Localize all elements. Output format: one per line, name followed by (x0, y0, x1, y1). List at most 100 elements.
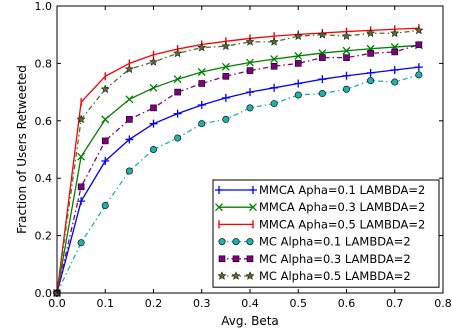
data-point (390, 28, 400, 38)
data-point (124, 64, 135, 74)
legend-marker (231, 271, 241, 280)
data-point (294, 79, 303, 88)
data-point (246, 88, 254, 97)
legend-item: MC Alpha=0.5 LAMBDA=2 (217, 269, 411, 283)
legend-marker (249, 186, 257, 194)
series-line (56, 29, 419, 294)
data-point (245, 36, 255, 46)
data-point (367, 77, 375, 85)
series-line (56, 44, 420, 294)
series-6 (52, 25, 424, 297)
data-point (174, 134, 182, 142)
data-point (125, 135, 134, 144)
data-point (294, 91, 302, 99)
data-point (270, 55, 279, 64)
legend-item: MC Alpha=0.1 LAMBDA=2 (218, 235, 411, 249)
x-tick-label: 0.1 (97, 297, 115, 310)
legend-label: MMCA Apha=0.5 LAMBDA=2 (259, 217, 425, 231)
data-point (269, 36, 279, 46)
data-point (414, 25, 424, 35)
y-tick-label: 0.4 (35, 172, 53, 185)
data-point (173, 75, 182, 84)
data-point (319, 54, 326, 61)
data-point (77, 197, 86, 206)
data-point (342, 85, 350, 93)
x-tick-label: 0.5 (290, 297, 308, 310)
x-axis-label: Avg. Beta (221, 314, 279, 328)
plot-area (52, 24, 424, 297)
data-point (270, 83, 279, 92)
data-point (198, 80, 206, 87)
x-tick-label: 0.8 (434, 297, 452, 310)
data-point (101, 201, 109, 209)
data-point (101, 115, 110, 124)
series-1 (53, 63, 423, 297)
legend-item: MMCA Apha=0.5 LAMBDA=2 (218, 217, 425, 231)
data-point (414, 63, 423, 72)
legend-marker (232, 238, 240, 246)
data-point (172, 48, 183, 58)
series-line (56, 27, 419, 294)
data-point (270, 62, 278, 70)
data-point (125, 167, 133, 175)
legend-item: MMCA Apha=0.3 LAMBDA=2 (215, 200, 425, 214)
legend-item: MC Alpha=0.3 LAMBDA=2 (218, 252, 411, 266)
legend-label: MC Alpha=0.3 LAMBDA=2 (259, 252, 411, 266)
series-line (56, 44, 419, 294)
legend-label: MC Alpha=0.5 LAMBDA=2 (259, 269, 411, 283)
x-tick-label: 0.6 (338, 297, 356, 310)
legend-marker (246, 255, 254, 263)
data-point (198, 120, 206, 128)
data-point (126, 116, 133, 123)
data-point (318, 90, 326, 98)
legend-label: MMCA Apha=0.1 LAMBDA=2 (259, 183, 425, 197)
data-point (77, 183, 85, 191)
legend-marker (218, 255, 226, 263)
legend-marker (215, 203, 223, 212)
x-tick-label: 0.0 (48, 297, 66, 310)
legend-box (212, 179, 440, 288)
legend-marker (232, 255, 240, 263)
y-tick-label: 0.2 (35, 230, 53, 243)
x-tick-label: 0.7 (386, 297, 404, 310)
data-point (246, 67, 254, 74)
data-point (366, 68, 375, 77)
x-tick-label: 0.4 (241, 297, 259, 310)
data-point (294, 51, 303, 60)
data-point (150, 104, 157, 112)
data-point (125, 95, 134, 104)
data-point (341, 31, 352, 41)
y-tick-label: 0.0 (35, 287, 53, 300)
data-point (246, 104, 254, 112)
data-point (221, 62, 230, 71)
data-point (391, 78, 399, 86)
legend-label: MMCA Apha=0.3 LAMBDA=2 (259, 200, 425, 214)
y-tick-label: 0.8 (35, 57, 53, 70)
data-point (342, 71, 351, 80)
legend-marker (217, 271, 227, 280)
data-point (101, 137, 109, 145)
data-point (390, 66, 399, 75)
data-point (77, 152, 86, 161)
series-5 (53, 41, 423, 297)
data-point (149, 83, 158, 92)
x-tick-label: 0.3 (193, 297, 211, 310)
data-point (317, 29, 328, 39)
data-point (367, 50, 374, 57)
data-point (101, 156, 110, 165)
data-point (173, 109, 182, 118)
data-point (149, 119, 158, 128)
data-point (221, 93, 230, 102)
data-point (391, 48, 399, 56)
data-point (100, 84, 110, 94)
data-point (148, 57, 159, 66)
data-point (343, 54, 350, 61)
legend: MMCA Apha=0.1 LAMBDA=2 MMCA Apha=0.3 LAMB… (212, 179, 440, 288)
data-point (415, 41, 423, 49)
legend-marker (246, 238, 254, 246)
axes: 0.0 0.1 0.2 0.3 0.4 0.5 0.6 0.7 0.8 0.0 0.2 0.4 0.6 0… (35, 0, 452, 310)
data-point (174, 88, 181, 96)
y-axis-label: Fraction of Users Retweeted (15, 65, 29, 234)
y-tick-label: 0.6 (35, 115, 53, 128)
